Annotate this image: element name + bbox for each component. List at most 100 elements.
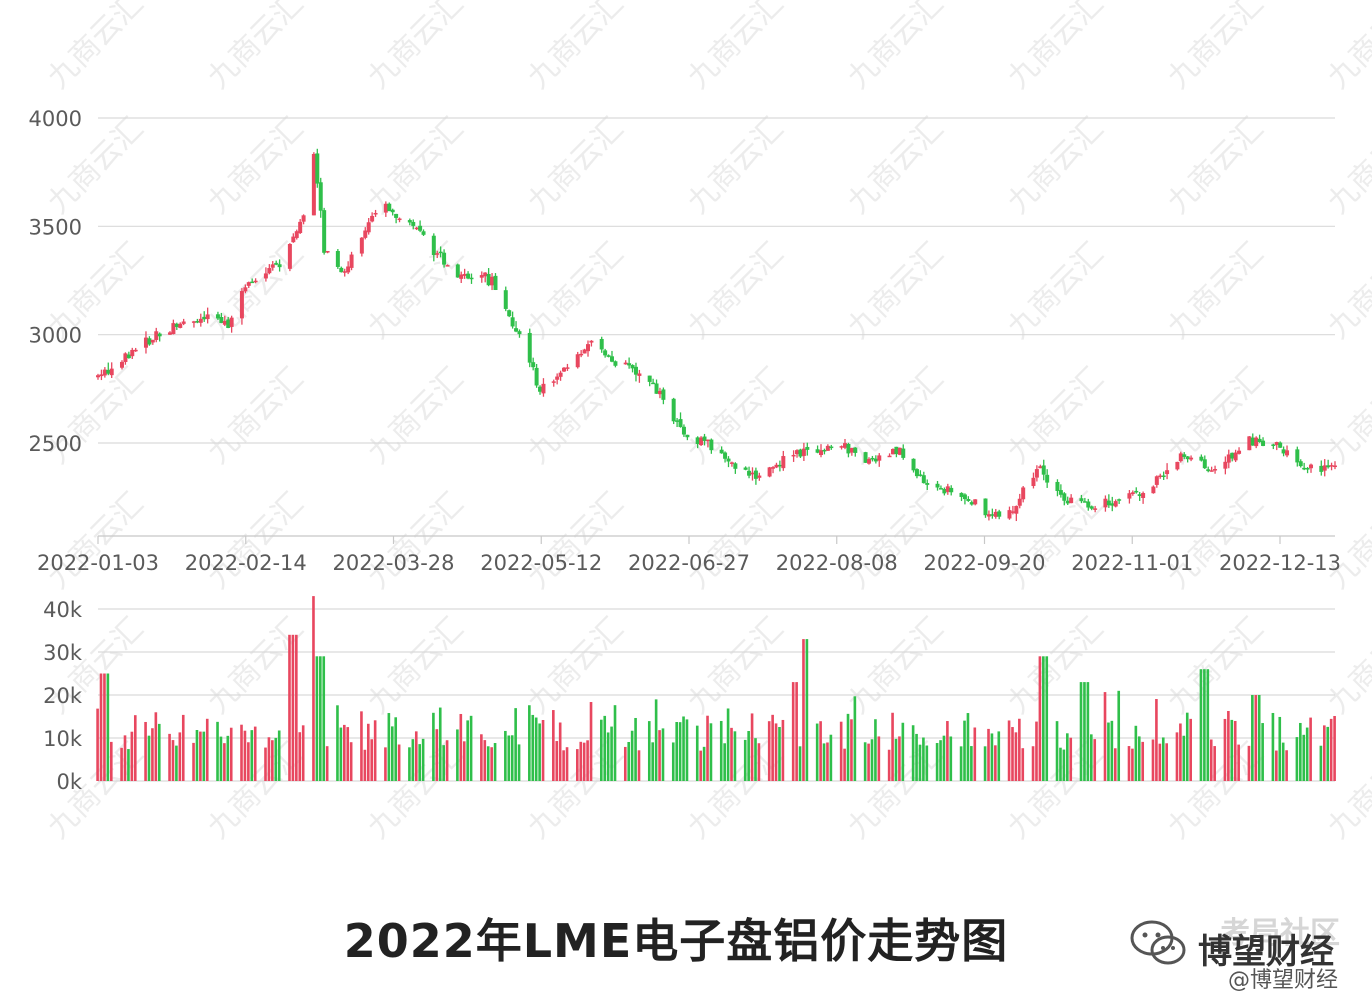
brand-faint-text: 考局社区 (1220, 916, 1340, 951)
volume-bar (778, 726, 781, 781)
candle (315, 148, 320, 188)
candle-body (949, 487, 954, 493)
candle-body (753, 470, 758, 479)
volume-bar (216, 721, 219, 781)
volume-bar (1189, 718, 1192, 781)
volume-bar (647, 721, 651, 781)
volume-bar (1021, 748, 1025, 781)
volume-bar (1031, 746, 1035, 781)
candle (294, 229, 299, 240)
candle-body (274, 263, 279, 265)
candle-body (298, 221, 303, 234)
candle-body (1271, 444, 1276, 446)
candle (147, 336, 152, 346)
candle-body (726, 458, 731, 462)
candle-body (1021, 487, 1026, 500)
volume-bar (1161, 737, 1165, 781)
volume-bar (240, 724, 243, 781)
candle (1247, 436, 1252, 451)
candle (346, 261, 351, 275)
candle (459, 271, 464, 284)
candle-body (435, 253, 440, 255)
watermark-text: 九商云汇 (521, 611, 631, 721)
candle-body (925, 483, 930, 485)
candle-body (315, 153, 320, 184)
candle (181, 318, 186, 326)
candle (709, 438, 714, 454)
volume-bar (826, 742, 829, 781)
volume-bar (1254, 695, 1258, 781)
watermark-text: 九商云汇 (361, 0, 471, 96)
volume-bar (394, 717, 398, 781)
watermark-text: 九商云汇 (681, 361, 791, 471)
volume-bar (349, 742, 353, 781)
watermark-text: 九商云汇 (361, 486, 471, 596)
candle-body (842, 443, 847, 448)
candle-body (839, 446, 844, 448)
candle (555, 373, 560, 385)
candle (1058, 484, 1063, 498)
candle-body (479, 275, 484, 278)
candle (877, 453, 882, 467)
volume-bar (877, 736, 881, 781)
candle-body (623, 362, 628, 365)
candle-body (589, 340, 594, 343)
candle (1113, 499, 1118, 508)
candle-body (599, 338, 604, 350)
candle-body (1007, 510, 1012, 519)
volume-bar (99, 673, 103, 781)
candle (1199, 454, 1204, 462)
candle (106, 362, 111, 376)
candle-body (990, 514, 995, 516)
volume-bar (863, 742, 867, 781)
candle-body (1103, 498, 1108, 508)
volume-bar (706, 715, 709, 781)
volume-bar (798, 746, 802, 781)
candle (301, 214, 306, 225)
volume-bar (1323, 725, 1326, 781)
candle (1182, 452, 1187, 460)
candle (342, 268, 347, 277)
price-tick-label: 3500 (29, 215, 82, 239)
watermark-text: 九商云汇 (361, 611, 471, 721)
candle (383, 201, 388, 217)
volume-bar (1103, 692, 1107, 781)
candle-body (418, 225, 423, 231)
candle (349, 251, 354, 271)
candle (517, 329, 522, 338)
candle (887, 453, 892, 458)
candle (582, 348, 587, 354)
watermark-text: 九商云汇 (361, 111, 471, 221)
watermark-text: 九商云汇 (41, 0, 151, 96)
candle-body (531, 362, 536, 368)
volume-bar (887, 749, 891, 781)
volume-bar (973, 727, 977, 781)
candle (1281, 446, 1286, 457)
candle (205, 307, 210, 324)
candle-body (263, 273, 268, 279)
volume-bar (850, 719, 853, 781)
candle-body (973, 499, 978, 505)
price-tick-label: 2500 (29, 432, 82, 456)
candle-body (942, 489, 947, 494)
candle-body (167, 332, 172, 335)
candle-body (411, 221, 416, 226)
candle-body (897, 447, 902, 455)
candle (198, 313, 203, 327)
volume-bar (795, 682, 798, 781)
watermark-text: 九商云汇 (681, 0, 791, 96)
candle (1055, 479, 1060, 497)
candle-body (342, 271, 347, 273)
candle-body (219, 317, 224, 323)
volume-bar (757, 743, 761, 781)
candle (1295, 446, 1300, 467)
candle (1045, 469, 1050, 488)
volume-bar (774, 723, 778, 781)
candle-body (1106, 500, 1111, 506)
candle (1034, 465, 1039, 482)
candle-body (887, 455, 892, 458)
candle (743, 466, 748, 471)
candle (801, 442, 806, 462)
candle-body (709, 439, 714, 451)
brand-name: 博望财经 (1198, 932, 1334, 972)
